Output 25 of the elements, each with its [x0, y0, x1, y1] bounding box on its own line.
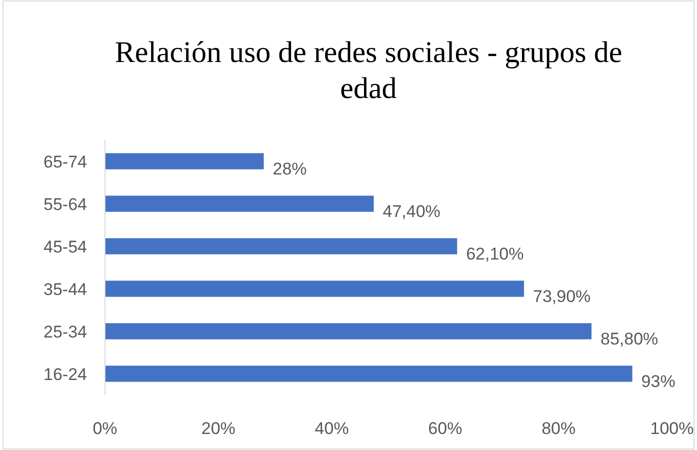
y-tick-label: 65-74: [44, 152, 87, 172]
bar: [105, 323, 592, 340]
chart-title: Relación uso de redes sociales - grupos de edad: [114, 36, 622, 105]
x-tick-label: 60%: [428, 419, 462, 438]
x-tick-label: 80%: [542, 419, 576, 438]
data-label: 28%: [272, 159, 307, 178]
x-tick-label: 40%: [314, 419, 349, 438]
data-label: 47,40%: [382, 202, 440, 221]
data-label: 62,10%: [466, 244, 524, 264]
bar: [105, 153, 264, 170]
y-tick-label: 35-44: [44, 280, 87, 299]
x-tick-label: 20%: [201, 419, 236, 438]
bar: [105, 238, 458, 254]
bar: [105, 280, 524, 297]
data-label: 93%: [641, 372, 676, 391]
x-tick-label: 0%: [92, 419, 118, 438]
y-tick-label: 25-34: [44, 322, 87, 342]
y-tick-label: 16-24: [44, 364, 87, 384]
y-tick-label: 55-64: [44, 194, 87, 214]
data-label: 73,90%: [533, 286, 591, 306]
y-tick-label: 45-54: [44, 237, 87, 256]
bar: [105, 366, 632, 382]
data-label: 85,80%: [600, 329, 658, 348]
bar: [105, 196, 374, 212]
x-tick-label: 100%: [650, 419, 694, 438]
